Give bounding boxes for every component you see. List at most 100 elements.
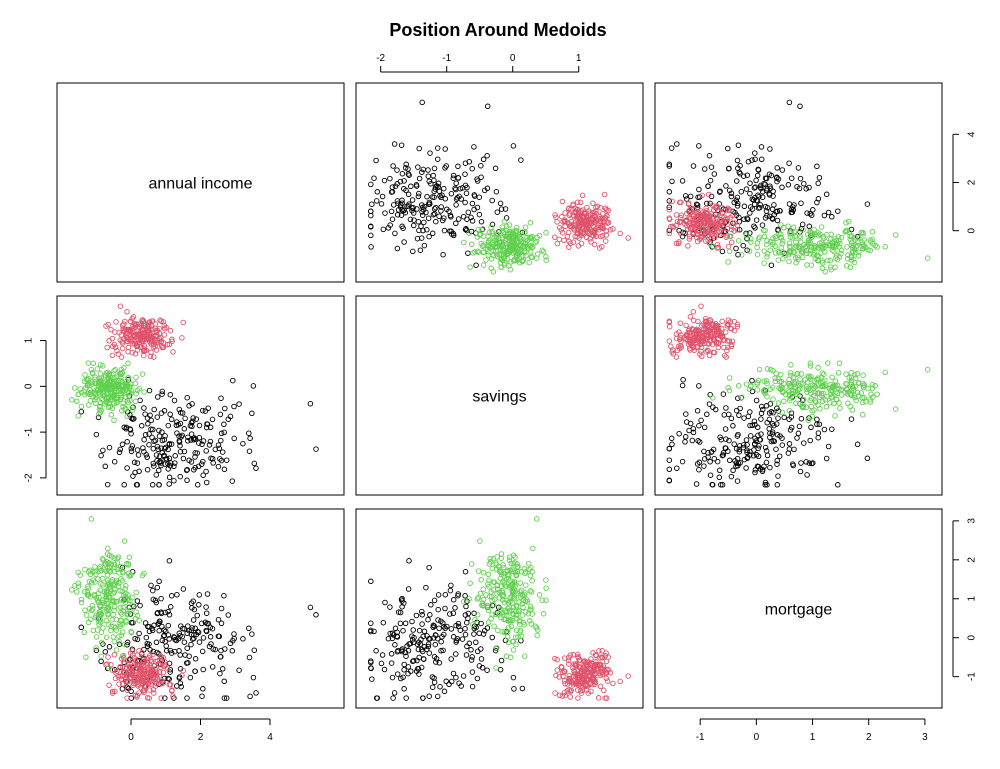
point-cluster-1 [441, 185, 447, 192]
point-cluster-1 [666, 204, 673, 210]
point-cluster-2 [719, 213, 725, 219]
point-cluster-1 [693, 481, 700, 487]
point-cluster-3 [827, 257, 834, 264]
point-cluster-3 [761, 387, 768, 393]
point-cluster-1 [502, 206, 509, 212]
point-cluster-1 [249, 631, 255, 637]
point-cluster-1 [452, 185, 458, 192]
point-cluster-1 [450, 610, 457, 616]
point-cluster-1 [723, 183, 729, 189]
point-cluster-1 [146, 431, 152, 437]
point-cluster-1 [799, 221, 806, 228]
point-cluster-1 [401, 667, 407, 673]
point-cluster-1 [736, 226, 743, 233]
point-cluster-3 [485, 243, 491, 249]
point-cluster-1 [134, 482, 141, 488]
point-cluster-3 [803, 247, 810, 254]
point-cluster-1 [510, 674, 517, 681]
point-cluster-1 [183, 660, 190, 666]
point-cluster-3 [470, 250, 476, 256]
point-cluster-1 [397, 609, 404, 616]
point-cluster-3 [105, 404, 112, 411]
point-cluster-1 [796, 423, 803, 430]
point-cluster-3 [514, 569, 521, 575]
point-cluster-2 [120, 655, 127, 661]
point-cluster-1 [734, 200, 741, 207]
point-cluster-3 [530, 244, 536, 250]
point-cluster-1 [153, 472, 160, 478]
point-cluster-1 [707, 391, 713, 398]
point-cluster-3 [141, 389, 147, 395]
point-cluster-2 [553, 672, 559, 679]
point-cluster-3 [788, 362, 794, 368]
point-cluster-1 [381, 177, 388, 184]
point-cluster-2 [152, 666, 159, 672]
point-cluster-3 [92, 579, 98, 585]
point-cluster-3 [869, 385, 876, 392]
point-cluster-1 [438, 204, 444, 210]
point-cluster-1 [171, 634, 177, 640]
point-cluster-3 [97, 563, 103, 570]
point-cluster-1 [462, 182, 469, 189]
point-cluster-3 [472, 617, 478, 623]
point-cluster-2 [141, 687, 147, 694]
point-cluster-1 [443, 678, 449, 685]
point-cluster-1 [166, 660, 173, 667]
panel-1-2 [654, 295, 943, 496]
point-cluster-1 [758, 403, 765, 410]
point-cluster-3 [125, 570, 132, 577]
point-cluster-2 [725, 205, 731, 212]
point-cluster-1 [389, 635, 396, 642]
point-cluster-3 [846, 218, 852, 225]
point-cluster-3 [812, 384, 819, 390]
point-cluster-3 [97, 362, 104, 368]
point-cluster-1 [726, 457, 733, 464]
point-cluster-1 [181, 426, 188, 432]
point-cluster-1 [429, 684, 436, 690]
point-cluster-1 [167, 391, 174, 398]
point-cluster-1 [421, 242, 428, 249]
point-cluster-3 [785, 223, 791, 229]
point-cluster-2 [158, 695, 164, 701]
point-cluster-1 [682, 434, 689, 440]
point-cluster-1 [199, 441, 205, 448]
point-cluster-3 [485, 604, 491, 611]
point-cluster-3 [123, 560, 130, 567]
panel-0-2 [654, 82, 943, 283]
point-cluster-1 [779, 184, 785, 191]
tick-label: -1 [442, 53, 451, 64]
point-cluster-1 [799, 397, 806, 404]
point-cluster-1 [191, 632, 197, 638]
point-cluster-3 [835, 370, 842, 376]
point-cluster-3 [543, 230, 549, 236]
point-cluster-3 [513, 641, 519, 648]
point-cluster-1 [468, 647, 474, 653]
point-cluster-1 [463, 603, 469, 610]
point-cluster-3 [133, 374, 139, 381]
point-cluster-1 [689, 437, 696, 444]
point-cluster-1 [414, 641, 421, 647]
point-cluster-1 [378, 201, 385, 207]
point-cluster-2 [588, 239, 594, 245]
point-cluster-3 [515, 563, 521, 570]
point-cluster-1 [131, 459, 138, 466]
point-cluster-2 [602, 695, 608, 701]
point-cluster-3 [527, 607, 533, 613]
point-cluster-2 [166, 681, 173, 688]
point-cluster-2 [132, 322, 139, 329]
point-cluster-3 [856, 393, 862, 399]
point-cluster-1 [419, 169, 425, 175]
point-cluster-3 [818, 380, 824, 386]
point-cluster-2 [158, 664, 164, 670]
point-cluster-3 [756, 234, 763, 241]
point-cluster-2 [686, 326, 693, 332]
point-cluster-1 [666, 161, 673, 168]
point-cluster-2 [559, 213, 565, 220]
point-cluster-2 [673, 354, 680, 360]
point-cluster-1 [152, 597, 159, 604]
point-cluster-2 [723, 234, 729, 240]
point-cluster-2 [156, 661, 162, 667]
point-cluster-3 [540, 248, 547, 255]
point-cluster-1 [733, 197, 740, 204]
tick-label: 2 [866, 732, 872, 743]
